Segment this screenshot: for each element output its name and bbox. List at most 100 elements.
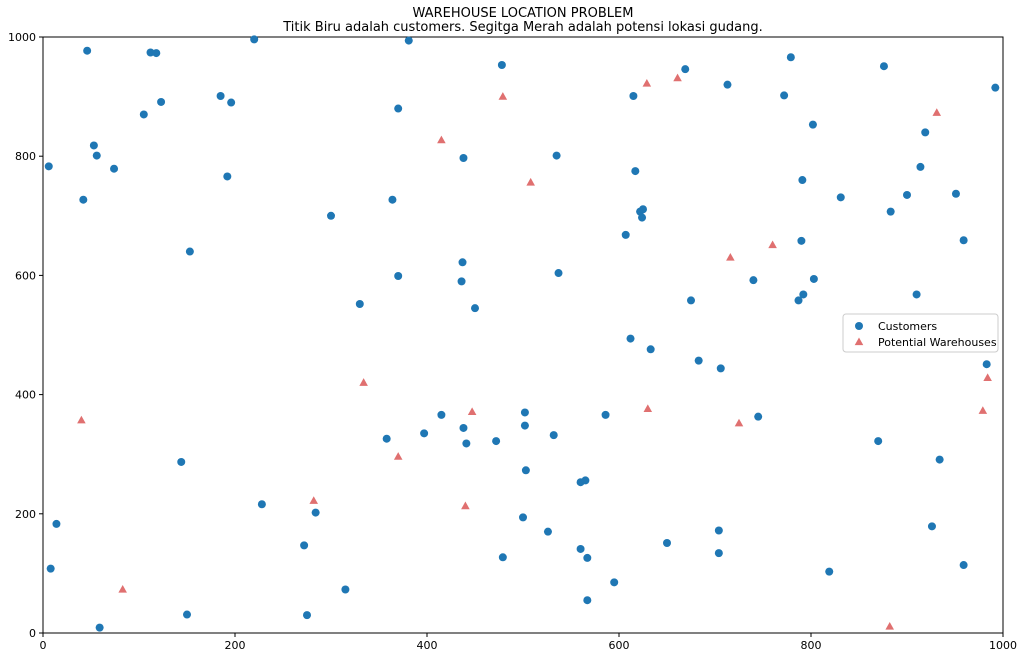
customer-point <box>825 567 834 576</box>
customer-point <box>716 364 725 373</box>
customer-point <box>903 190 911 199</box>
x-tick-label: 200 <box>225 639 246 652</box>
customer-point <box>687 296 695 305</box>
customer-point <box>404 36 413 45</box>
warehouse-point <box>498 92 508 100</box>
warehouse-point <box>726 253 735 261</box>
customer-point <box>543 527 552 536</box>
data-points <box>44 35 1000 632</box>
customer-point <box>257 500 266 509</box>
customer-point <box>250 35 259 44</box>
warehouse-point <box>983 373 992 382</box>
customer-point <box>227 98 236 107</box>
warehouse-point <box>673 73 682 82</box>
customer-point <box>921 128 930 137</box>
customer-point <box>520 408 529 417</box>
x-tick-label: 600 <box>609 639 630 652</box>
warehouse-point <box>393 452 403 460</box>
warehouse-point <box>359 378 368 386</box>
customer-point <box>521 466 530 475</box>
warehouse-point <box>978 406 988 414</box>
customer-point <box>951 189 960 198</box>
customer-point <box>497 61 506 70</box>
customer-point <box>95 623 104 632</box>
customer-point <box>420 429 429 438</box>
customer-point <box>457 277 466 286</box>
y-tick-label: 200 <box>15 508 36 521</box>
x-tick-label: 1000 <box>989 639 1017 652</box>
warehouse-point <box>461 501 470 510</box>
customer-point <box>631 167 640 176</box>
customer-point <box>300 541 309 550</box>
customer-point <box>714 526 723 535</box>
customer-point <box>382 434 391 443</box>
y-tick-label: 400 <box>15 389 36 402</box>
customer-point <box>982 360 991 369</box>
customer-point <box>549 431 558 440</box>
warehouse-point <box>885 621 894 630</box>
legend: Customers Potential Warehouses <box>842 313 999 353</box>
customer-point <box>583 596 592 605</box>
customer-point <box>786 53 795 62</box>
customer-point <box>183 610 191 619</box>
customer-point <box>394 271 403 280</box>
customer-point <box>44 162 53 171</box>
customer-point <box>110 164 119 173</box>
legend-box <box>842 313 999 353</box>
customer-point <box>912 290 921 299</box>
customer-point <box>874 437 883 446</box>
customer-point <box>311 508 320 517</box>
customer-point <box>79 195 88 204</box>
customer-point <box>520 421 529 430</box>
y-tick-label: 800 <box>15 150 36 163</box>
customer-point <box>927 522 936 531</box>
customer-point <box>459 423 468 432</box>
customer-point <box>629 92 638 101</box>
customer-point <box>327 211 335 220</box>
customer-point <box>139 110 148 119</box>
customer-point <box>157 97 166 106</box>
customer-point <box>621 230 630 239</box>
warehouse-point <box>734 418 744 427</box>
customer-point <box>646 345 655 354</box>
customer-point <box>581 476 590 485</box>
customer-point <box>519 513 527 522</box>
customer-point <box>959 236 968 245</box>
customer-point <box>723 80 732 89</box>
customer-point <box>459 153 468 162</box>
customer-point <box>610 578 619 587</box>
customer-point <box>681 65 690 74</box>
customer-point <box>492 437 501 446</box>
customer-point <box>959 561 968 570</box>
y-tick-label: 0 <box>29 627 36 640</box>
customer-point <box>498 553 507 562</box>
customer-point <box>52 519 61 528</box>
legend-warehouses-marker <box>854 337 864 346</box>
chart-subtitle: Titik Biru adalah customers. Segitga Mer… <box>282 20 763 35</box>
customer-point <box>638 213 647 222</box>
customer-point <box>462 439 471 448</box>
customer-point <box>794 296 803 305</box>
customer-point <box>471 304 479 313</box>
customer-point <box>754 412 763 421</box>
customer-point <box>808 120 817 129</box>
customer-point <box>355 300 364 309</box>
customer-point <box>836 193 845 202</box>
customer-point <box>146 48 155 57</box>
warehouse-point <box>643 404 653 413</box>
customer-point <box>916 162 925 171</box>
customer-point <box>554 269 563 278</box>
x-tick-label: 400 <box>417 639 438 652</box>
customer-point <box>799 290 808 299</box>
warehouse-point <box>437 135 446 144</box>
customer-point <box>798 176 807 185</box>
customer-point <box>639 205 647 214</box>
customer-point <box>303 611 311 620</box>
customer-point <box>458 258 467 267</box>
customer-point <box>89 141 98 150</box>
customer-point <box>216 92 225 101</box>
warehouse-point <box>309 496 318 504</box>
customer-point <box>388 195 397 204</box>
warehouse-point <box>932 108 942 116</box>
warehouse-point <box>118 584 127 593</box>
